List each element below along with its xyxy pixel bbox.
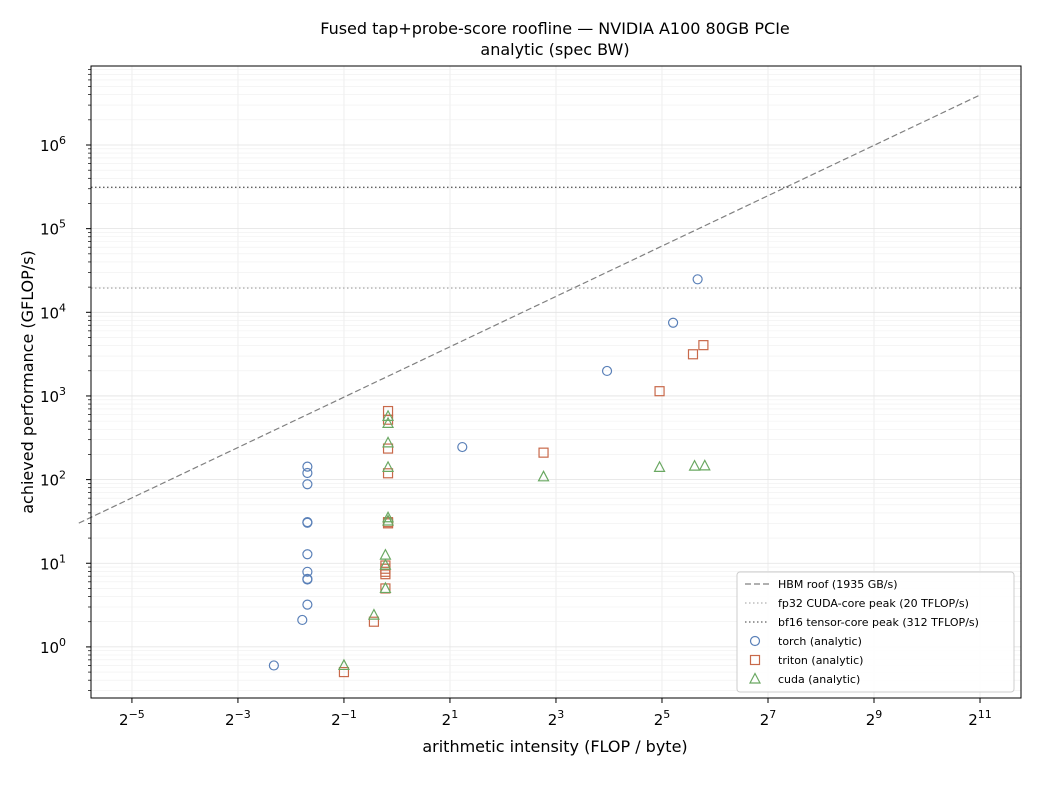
legend-label: torch (analytic) xyxy=(778,635,862,648)
y-tick-label: 102 xyxy=(40,469,66,490)
square-data-point xyxy=(382,443,394,454)
triangle-data-point xyxy=(367,608,380,620)
y-tick-label: 105 xyxy=(40,218,66,239)
circle-data-point xyxy=(302,574,313,585)
circle-data-point xyxy=(667,317,679,328)
legend-triangle-swatch xyxy=(749,672,761,684)
circle-data-point xyxy=(302,517,313,528)
x-tick-label: 21 xyxy=(442,708,459,729)
y-tick-label: 106 xyxy=(40,134,66,155)
legend-box xyxy=(736,571,1015,693)
y-axis-label: achieved performance (GFLOP/s) xyxy=(18,250,37,514)
triangle-data-point xyxy=(537,470,550,482)
triangle-data-point xyxy=(379,581,392,594)
triangle-data-point xyxy=(698,459,711,471)
triangle-data-point xyxy=(382,409,395,421)
circle-data-point xyxy=(302,549,313,560)
triangle-data-point xyxy=(688,459,701,471)
circle-data-point xyxy=(302,467,313,479)
circle-data-point xyxy=(297,614,308,626)
square-data-point xyxy=(382,405,394,417)
x-tick-label: 2−1 xyxy=(331,708,357,729)
circle-data-point xyxy=(601,365,613,377)
triangle-data-point xyxy=(382,416,395,428)
legend-label: triton (analytic) xyxy=(778,654,863,667)
y-tick-label: 103 xyxy=(40,385,66,406)
hbm-roof-line xyxy=(78,94,981,524)
ticks-layer: 2−5 2−3 2−1 21 23 25 27 29 211 100 101 102 103 104 105… xyxy=(40,69,992,729)
y-tick-label: 104 xyxy=(40,301,66,322)
circle-data-point xyxy=(302,599,313,610)
circle-data-point xyxy=(268,660,279,671)
square-data-point xyxy=(338,666,350,678)
x-tick-label: 29 xyxy=(866,708,883,729)
legend-label: cuda (analytic) xyxy=(778,673,860,686)
data-points-layer xyxy=(268,274,711,678)
legend: HBM roof (1935 GB/s) fp32 CUDA-core peak … xyxy=(736,571,1015,693)
circle-data-point xyxy=(692,274,703,285)
x-tick-label: 25 xyxy=(654,708,671,729)
x-tick-label: 2−3 xyxy=(225,708,251,729)
chart-subtitle: analytic (spec BW) xyxy=(480,40,629,59)
triangle-data-point xyxy=(382,510,395,523)
legend-label: bf16 tensor-core peak (312 TFLOP/s) xyxy=(778,616,979,629)
square-data-point xyxy=(687,349,699,360)
legend-label: fp32 CUDA-core peak (20 TFLOP/s) xyxy=(778,597,969,610)
triangle-data-point xyxy=(379,548,392,560)
y-tick-label: 101 xyxy=(40,552,66,573)
square-data-point xyxy=(698,340,709,351)
y-tick-label: 100 xyxy=(40,636,66,657)
roof-lines-layer xyxy=(78,94,1021,524)
x-tick-label: 27 xyxy=(760,708,777,729)
circle-data-point xyxy=(457,441,468,453)
x-tick-label: 2−5 xyxy=(119,708,145,729)
square-data-point xyxy=(368,616,380,627)
square-data-point xyxy=(380,569,391,580)
square-data-point xyxy=(654,386,665,397)
triangle-data-point xyxy=(653,460,666,472)
chart-title: Fused tap+probe-score roofline — NVIDIA … xyxy=(320,19,790,38)
triangle-data-point xyxy=(337,658,350,671)
triangle-data-point xyxy=(382,460,395,472)
legend-square-swatch xyxy=(749,654,761,666)
legend-circle-swatch xyxy=(749,635,761,647)
legend-label: HBM roof (1935 GB/s) xyxy=(778,578,898,591)
circle-data-point xyxy=(302,566,313,577)
x-axis-label: arithmetic intensity (FLOP / byte) xyxy=(422,737,687,756)
circle-data-point xyxy=(302,479,313,490)
square-data-point xyxy=(538,447,549,458)
x-tick-label: 23 xyxy=(548,708,565,729)
triangle-data-point xyxy=(382,436,395,448)
circle-data-point xyxy=(302,461,313,472)
square-data-point xyxy=(380,560,391,571)
triangle-data-point xyxy=(382,514,395,526)
x-tick-label: 211 xyxy=(968,708,992,729)
square-data-point xyxy=(382,468,394,479)
triangle-data-point xyxy=(379,558,392,570)
